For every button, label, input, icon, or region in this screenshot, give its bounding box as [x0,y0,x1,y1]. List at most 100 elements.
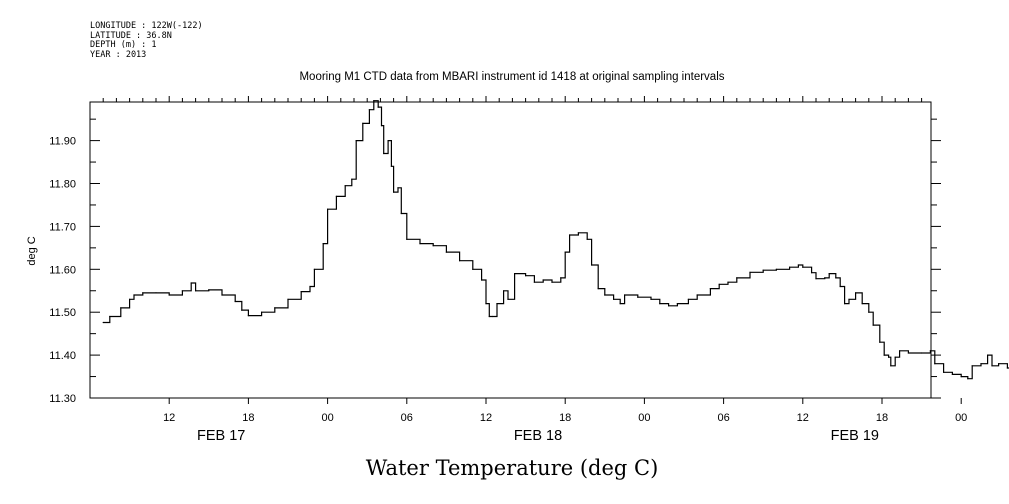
data-point [344,185,346,187]
metadata-block: LONGITUDE : 122W(-122) LATITUDE : 36.8N … [90,21,203,60]
x-tick-label: 00 [321,412,333,424]
data-point [383,152,385,155]
data-point [637,296,639,298]
data-point [195,290,197,292]
data-point [883,354,885,356]
data-point [929,350,932,352]
data-point [514,273,516,275]
data-point [835,277,837,279]
data-point [921,352,923,354]
data-point [998,363,1000,365]
data-point [406,238,408,240]
data-point [828,273,830,275]
data-point [811,272,813,274]
data-point [300,291,302,293]
data-point [208,289,210,291]
data-point [619,303,621,305]
data-point [709,288,712,290]
data-point [335,195,337,197]
data-point [591,264,593,266]
y-axis-label: deg C [26,236,38,265]
data-point [507,298,509,300]
data-point [597,288,599,290]
data-point [168,294,170,296]
data-point [142,292,144,294]
x-tick-label: 00 [955,412,967,424]
data-point [676,303,679,305]
data-point [503,290,505,292]
data-point [380,125,383,127]
y-tick-label: 11.90 [49,136,76,148]
chart-title: Mooring M1 CTD data from MBARI instrumen… [299,71,724,83]
x-tick-label: 00 [638,412,650,424]
data-point [327,208,329,210]
data-point [472,268,474,270]
data-point [109,315,111,318]
data-point [951,373,954,375]
data-point [749,271,751,273]
data-point [155,292,157,294]
date-label: FEB 19 [831,428,879,444]
data-point [696,294,698,296]
data-point [943,371,945,373]
data-point [373,100,375,102]
data-point [393,191,395,193]
data-point [934,363,936,365]
x-tick-label: 12 [480,412,492,424]
data-point [577,232,580,234]
x-tick-label: 12 [797,412,809,424]
metadata-latitude: LATITUDE : 36.8N [90,30,172,41]
data-point [991,365,993,367]
data-point [890,365,892,367]
data-point [736,277,738,279]
data-point [894,356,896,358]
data-point [362,122,364,124]
data-point [133,294,135,296]
data-point [980,363,982,365]
metadata-year: YEAR : 2013 [90,49,147,60]
data-point [274,307,276,309]
x-tick-label: 18 [559,412,571,424]
data-point [377,106,379,108]
data-point [564,251,566,253]
data-point [1006,367,1009,369]
x-tick-label: 06 [717,412,729,424]
y-tick-label: 11.40 [49,350,76,362]
data-point [241,309,243,311]
data-point [120,307,122,309]
data-point [668,305,670,307]
data-point [971,365,973,367]
data-point [459,260,461,262]
data-point [899,350,901,352]
data-point [797,264,800,266]
data-point [247,315,249,317]
data-point [533,281,536,283]
data-point [879,341,881,343]
data-point [351,178,353,180]
data-point [855,292,857,294]
date-label: FEB 17 [197,428,245,444]
data-point [432,245,434,247]
data-point [762,269,764,271]
x-tick-label: 18 [876,412,888,424]
data-point [967,378,969,380]
data-point [190,282,192,284]
data-point [802,266,804,268]
data-point [397,187,399,189]
data-point [102,321,104,324]
data-point [234,300,236,303]
data-point [181,290,183,292]
data-point [551,281,553,283]
data-point [586,238,588,240]
data-point [355,140,357,142]
data-point [687,298,690,300]
data-point [287,298,289,300]
data-point [960,376,962,378]
data-point [560,277,562,279]
data-point [824,277,826,279]
data-point [727,281,729,283]
data-point [492,315,494,318]
data-point [604,294,606,296]
data-point [419,243,421,245]
